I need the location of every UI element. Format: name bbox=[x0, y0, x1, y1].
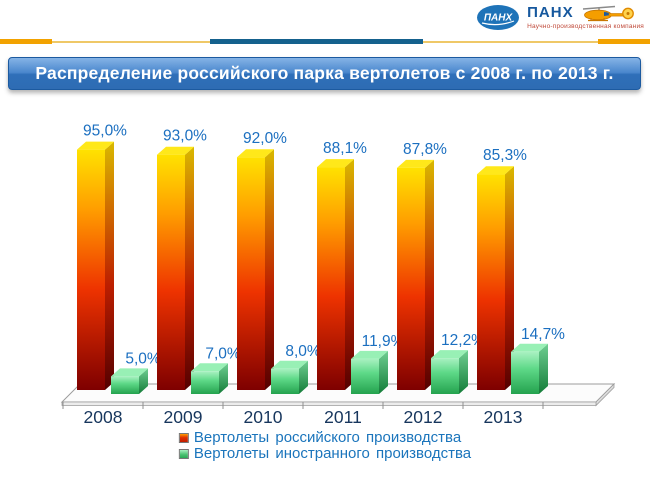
bar-foreign-2013-side bbox=[539, 343, 548, 394]
legend-swatch-russian-icon bbox=[178, 433, 189, 443]
legend-label-foreign: Вертолеты иностранного производства bbox=[193, 445, 472, 462]
bar-russian-2008 bbox=[77, 149, 105, 390]
bar-foreign-2011-side bbox=[379, 350, 388, 394]
legend-item-foreign: Вертолеты иностранного производства bbox=[178, 445, 472, 462]
value-label-russian-2011: 88,1% bbox=[323, 140, 367, 157]
bar-foreign-2010 bbox=[271, 368, 299, 394]
bar-russian-2011-top bbox=[317, 159, 354, 168]
chart-floor-front bbox=[61, 401, 597, 406]
bar-foreign-2009-side bbox=[219, 363, 228, 394]
value-label-russian-2009: 93,0% bbox=[163, 128, 207, 145]
category-label-2012: 2012 bbox=[404, 407, 443, 427]
bar-russian-2009-side bbox=[185, 146, 194, 390]
bar-foreign-2008-side bbox=[139, 368, 148, 394]
bar-foreign-2008-top bbox=[111, 368, 148, 377]
bar-russian-2010 bbox=[237, 157, 265, 390]
bar-russian-2013-side bbox=[505, 166, 514, 390]
chart-legend: Вертолеты российского производства Верто… bbox=[178, 429, 472, 462]
bar-russian-2012-side bbox=[425, 159, 434, 390]
bar-russian-2009 bbox=[157, 154, 185, 390]
category-label-2013: 2013 bbox=[484, 407, 523, 427]
value-label-foreign-2011: 11,9% bbox=[362, 333, 405, 350]
bar-foreign-2011-top bbox=[351, 350, 388, 359]
bar-foreign-2013-top bbox=[511, 343, 548, 352]
value-label-russian-2013: 85,3% bbox=[483, 147, 527, 164]
bar-russian-2012-top bbox=[397, 159, 434, 168]
bar-foreign-2009-top bbox=[191, 363, 228, 372]
legend-swatch-foreign-icon bbox=[178, 449, 189, 459]
value-label-foreign-2009: 7,0% bbox=[205, 345, 241, 362]
helicopter-icon bbox=[582, 5, 634, 22]
bar-foreign-2011 bbox=[351, 358, 379, 394]
bar-foreign-2009 bbox=[191, 371, 219, 394]
category-label-2010: 2010 bbox=[244, 407, 283, 427]
category-label-2009: 2009 bbox=[164, 407, 203, 427]
value-label-foreign-2008: 5,0% bbox=[125, 350, 161, 367]
value-label-foreign-2012: 12,2% bbox=[441, 332, 485, 349]
category-label-2011: 2011 bbox=[324, 407, 362, 427]
bar-foreign-2010-side bbox=[299, 360, 308, 394]
bar-russian-2011 bbox=[317, 167, 345, 390]
bar-russian-2010-top bbox=[237, 149, 274, 158]
bar-foreign-2012-top bbox=[431, 350, 468, 359]
bar-russian-2009-top bbox=[157, 146, 194, 155]
bar-foreign-2010-top bbox=[271, 360, 308, 369]
company-name: ПАНХ bbox=[527, 4, 574, 21]
bar-russian-2013 bbox=[477, 174, 505, 390]
company-tagline: Научно-производственная компания bbox=[527, 23, 644, 30]
value-label-russian-2008: 95,0% bbox=[83, 123, 127, 140]
bar-foreign-2008 bbox=[111, 376, 139, 394]
logo-badge-icon: ПАНХ bbox=[477, 5, 520, 30]
divider-segment-blue bbox=[210, 39, 423, 44]
divider-segment-orange-right bbox=[598, 39, 650, 44]
bar-russian-2008-side bbox=[105, 141, 114, 390]
bar-foreign-2012-side bbox=[459, 350, 468, 394]
legend-item-russian: Вертолеты российского производства bbox=[178, 429, 471, 446]
value-label-russian-2010: 92,0% bbox=[243, 130, 287, 147]
value-label-russian-2012: 87,8% bbox=[403, 141, 447, 158]
value-label-foreign-2010: 8,0% bbox=[285, 343, 321, 360]
company-logo: ПАНХ ПАНХ Научно-производственная компан… bbox=[476, 4, 644, 31]
bar-russian-2010-side bbox=[265, 149, 274, 390]
divider-segment-orange-left bbox=[0, 39, 52, 44]
logo-badge-text: ПАНХ bbox=[484, 13, 514, 24]
value-label-foreign-2013: 14,7% bbox=[521, 326, 565, 343]
bar-foreign-2012 bbox=[431, 358, 459, 394]
bar-foreign-2013 bbox=[511, 351, 539, 394]
bar-russian-2008-top bbox=[77, 141, 114, 150]
slide-title: Распределение российского парка вертолет… bbox=[8, 57, 641, 90]
category-label-2008: 2008 bbox=[84, 407, 123, 427]
bar-russian-2012 bbox=[397, 167, 425, 390]
bar-russian-2013-top bbox=[477, 166, 514, 175]
bar-russian-2011-side bbox=[345, 159, 354, 390]
legend-label-russian: Вертолеты российского производства bbox=[193, 429, 462, 446]
